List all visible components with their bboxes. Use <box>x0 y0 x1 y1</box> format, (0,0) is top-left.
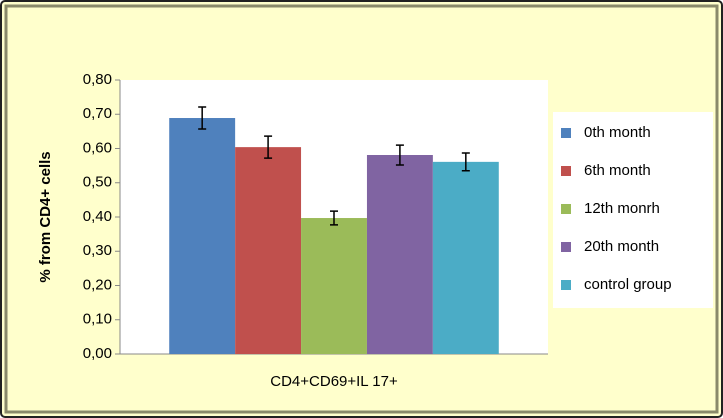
error-bar <box>198 106 207 130</box>
bar <box>235 147 302 354</box>
bar <box>169 118 236 354</box>
bar <box>432 161 499 354</box>
y-tick-label: 0,20 <box>83 276 112 293</box>
legend-swatch <box>561 242 571 252</box>
y-tick-label: 0,00 <box>83 345 112 362</box>
y-tick-label: 0,40 <box>83 208 112 225</box>
error-bar <box>330 210 338 226</box>
y-tick-label: 0,60 <box>83 139 112 156</box>
y-tick-label: 0,50 <box>83 174 112 191</box>
y-tick-label: 0,30 <box>83 242 112 259</box>
y-axis-title: % from CD4+ cells <box>37 151 54 282</box>
error-bar <box>264 135 273 159</box>
bar <box>301 218 367 354</box>
frame-inner <box>4 4 719 414</box>
bar <box>366 155 433 354</box>
y-tick-label: 0,70 <box>83 105 112 122</box>
error-bar <box>461 152 470 172</box>
y-tick-label: 0,80 <box>83 71 112 88</box>
legend-swatch <box>561 280 571 290</box>
legend-label: 20th month <box>584 238 659 255</box>
legend-swatch <box>561 166 571 176</box>
legend-label: 6th month <box>584 162 651 179</box>
legend-box <box>553 112 713 308</box>
y-tick-label: 0,10 <box>83 311 112 328</box>
error-bar <box>395 144 404 166</box>
x-tick-label: CD4+CD69+IL 17+ <box>270 373 398 390</box>
legend-label: control group <box>584 276 672 293</box>
legend-label: 0th month <box>584 124 651 141</box>
legend-label: 12th monrh <box>584 200 660 217</box>
legend-swatch <box>561 128 571 138</box>
legend-swatch <box>561 204 571 214</box>
